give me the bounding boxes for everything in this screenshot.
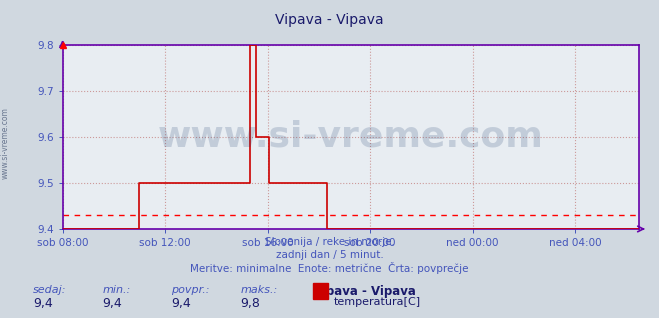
- Text: Vipava - Vipava: Vipava - Vipava: [275, 13, 384, 27]
- Text: povpr.:: povpr.:: [171, 285, 210, 294]
- Text: 9,4: 9,4: [171, 297, 191, 310]
- Text: 9,4: 9,4: [102, 297, 122, 310]
- Text: Meritve: minimalne  Enote: metrične  Črta: povprečje: Meritve: minimalne Enote: metrične Črta:…: [190, 262, 469, 274]
- Text: sedaj:: sedaj:: [33, 285, 67, 294]
- Text: min.:: min.:: [102, 285, 130, 294]
- Text: temperatura[C]: temperatura[C]: [334, 297, 421, 307]
- Text: Slovenija / reke in morje.: Slovenija / reke in morje.: [264, 237, 395, 247]
- Text: 9,8: 9,8: [241, 297, 260, 310]
- Text: zadnji dan / 5 minut.: zadnji dan / 5 minut.: [275, 250, 384, 259]
- Text: Vipava - Vipava: Vipava - Vipava: [313, 285, 416, 298]
- Text: www.si-vreme.com: www.si-vreme.com: [158, 120, 544, 154]
- Text: 9,4: 9,4: [33, 297, 53, 310]
- Text: maks.:: maks.:: [241, 285, 278, 294]
- Text: www.si-vreme.com: www.si-vreme.com: [1, 107, 10, 179]
